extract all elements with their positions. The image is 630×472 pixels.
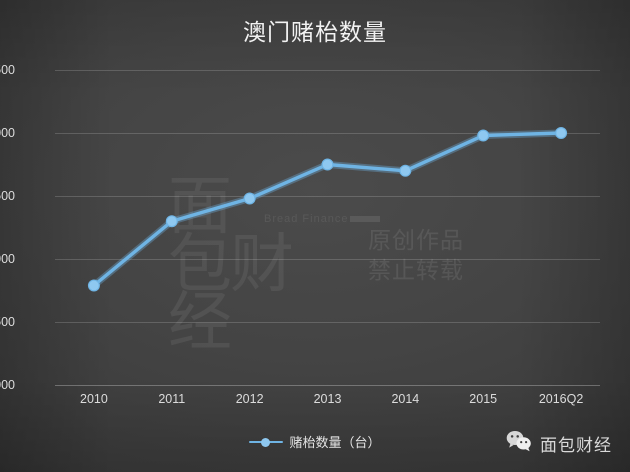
y-axis-tick-label: 6,000 bbox=[0, 126, 15, 140]
y-axis-tick-label: 6,500 bbox=[0, 63, 15, 77]
x-axis-tick-label: 2011 bbox=[158, 392, 186, 406]
grid-line bbox=[55, 385, 600, 386]
grid-line bbox=[55, 322, 600, 323]
x-axis-tick-label: 2012 bbox=[235, 392, 264, 406]
x-axis-tick-label: 2013 bbox=[313, 392, 342, 406]
data-point-marker bbox=[399, 164, 412, 177]
chart-title: 澳门赌枱数量 bbox=[243, 20, 387, 46]
grid-line bbox=[55, 259, 600, 260]
brand-name: 面包财经 bbox=[540, 436, 612, 456]
data-point-marker bbox=[477, 129, 490, 142]
data-point-marker bbox=[243, 192, 256, 205]
data-point-marker bbox=[321, 158, 334, 171]
legend-marker-icon bbox=[261, 437, 271, 447]
data-point-marker bbox=[165, 215, 178, 228]
series-line bbox=[92, 131, 563, 288]
legend-label: 赌枱数量（台） bbox=[289, 436, 381, 451]
data-point-marker bbox=[87, 279, 100, 292]
x-axis-tick-label: 2015 bbox=[469, 392, 498, 406]
y-axis-tick-label: 5,000 bbox=[0, 252, 15, 266]
grid-line bbox=[55, 133, 600, 134]
y-axis-tick-label: 4,000 bbox=[0, 378, 15, 392]
chart-legend: 赌枱数量（台） bbox=[0, 432, 630, 451]
x-axis-tick-label: 2010 bbox=[80, 392, 108, 406]
grid-line bbox=[55, 196, 600, 197]
x-axis-tick-label: 2014 bbox=[391, 392, 420, 406]
y-axis-tick-label: 4,500 bbox=[0, 315, 15, 329]
y-axis-tick-label: 5,500 bbox=[0, 189, 15, 203]
grid-line bbox=[55, 70, 600, 71]
data-series-layer bbox=[87, 126, 568, 292]
data-point-marker bbox=[555, 126, 568, 139]
wechat-icon bbox=[506, 430, 532, 457]
legend-swatch bbox=[249, 437, 284, 447]
brand-badge: 面包财经 bbox=[506, 430, 612, 457]
series-line-glow bbox=[90, 129, 565, 289]
plot-area: 4,000 4,500 5,000 5,500 6,000 6,500 2010 2011 2… bbox=[0, 63, 600, 406]
x-axis-tick-label: 2016Q2 bbox=[538, 392, 584, 406]
